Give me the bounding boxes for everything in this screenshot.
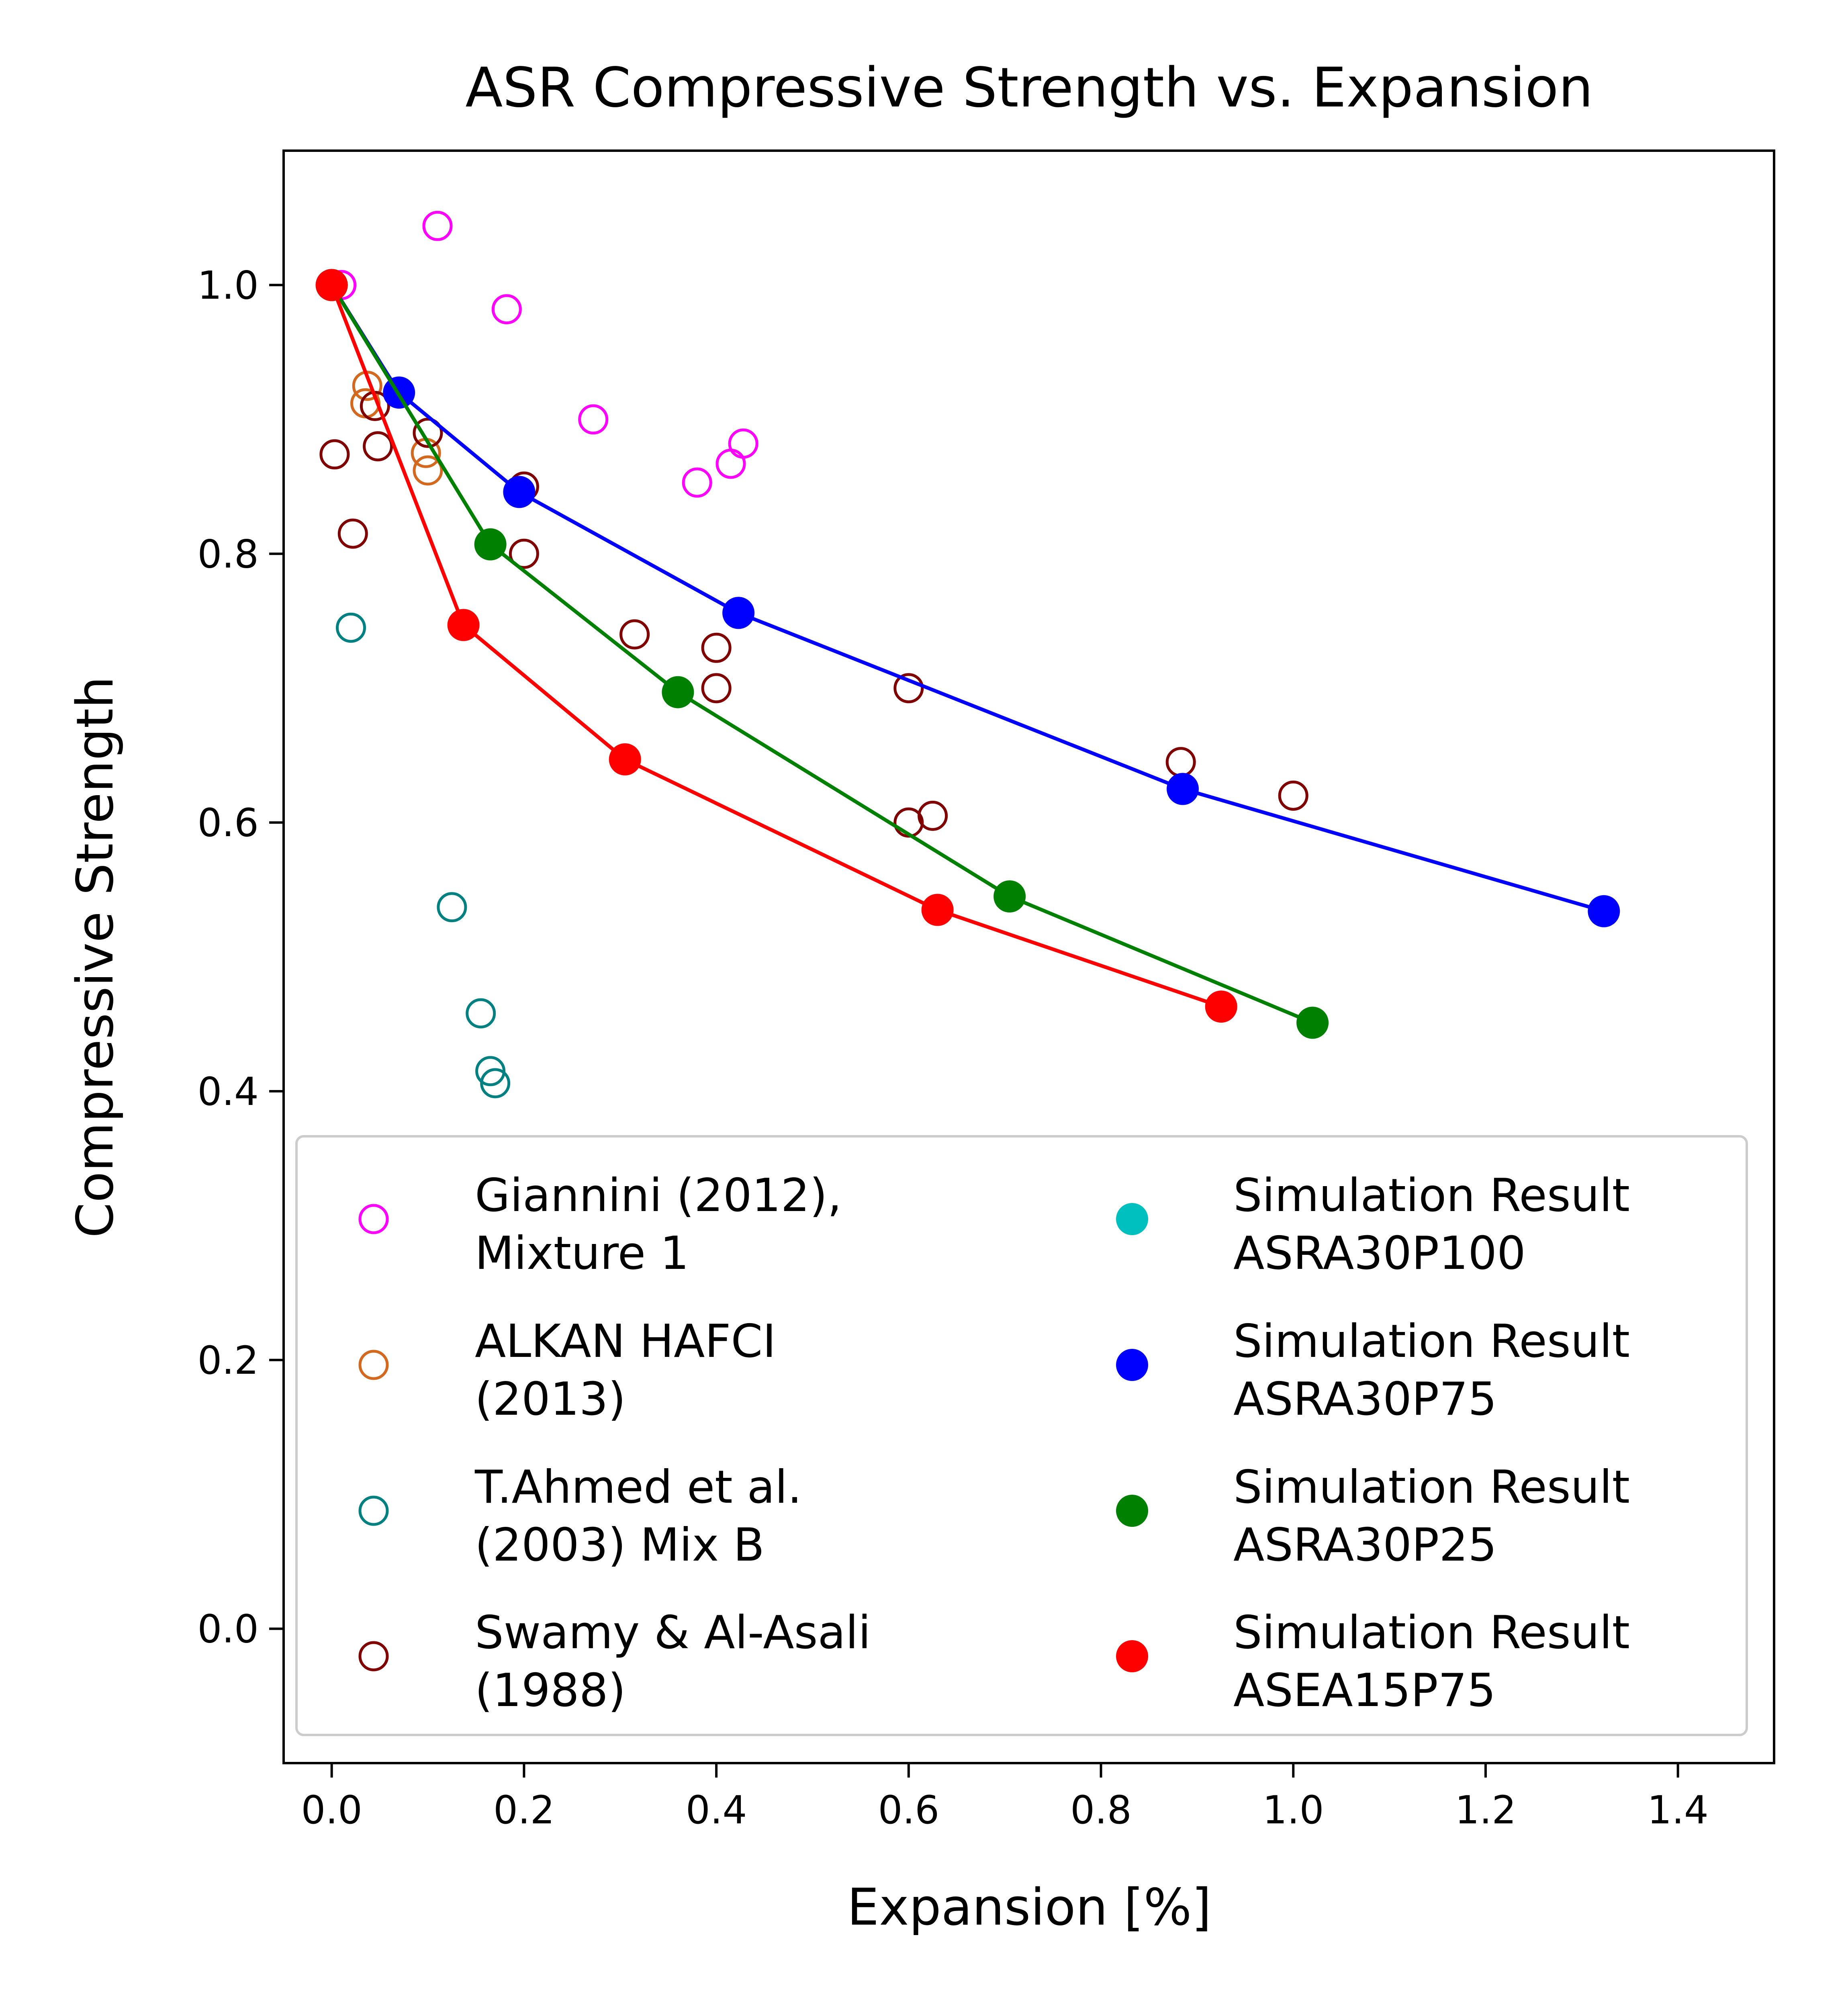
data-point — [474, 528, 507, 561]
y-tick-label: 0.6 — [197, 800, 259, 845]
legend-label: (2013) — [475, 1373, 626, 1426]
x-tick-label: 1.0 — [1263, 1788, 1324, 1833]
y-tick-label: 0.4 — [197, 1069, 259, 1114]
data-point — [918, 800, 948, 831]
legend-marker — [358, 1641, 389, 1671]
data-point — [466, 998, 496, 1029]
legend-label: (2003) Mix B — [475, 1518, 765, 1571]
x-axis-label: Expansion [%] — [847, 1878, 1212, 1937]
data-point — [319, 439, 350, 470]
x-tick-label: 1.2 — [1455, 1788, 1517, 1833]
y-tick-label: 0.0 — [197, 1607, 259, 1652]
legend-label: ASRA30P75 — [1233, 1373, 1497, 1426]
legend-label: ASEA15P75 — [1233, 1664, 1496, 1717]
legend-marker — [1116, 1640, 1148, 1672]
legend-entry-giannini-2012-mixture-1: Giannini (2012),Mixture 1 — [358, 1169, 842, 1280]
legend: Giannini (2012),Mixture 1 ALKAN HAFCI(201… — [295, 1135, 1748, 1736]
data-point — [491, 294, 522, 325]
legend-label: Mixture 1 — [475, 1227, 689, 1280]
legend-marker — [1116, 1495, 1148, 1527]
data-point — [1167, 773, 1199, 805]
legend-marker — [358, 1350, 389, 1380]
legend-label: ALKAN HAFCI — [475, 1315, 776, 1368]
x-tick-label: 0.6 — [878, 1788, 939, 1833]
legend-label: Simulation Result — [1233, 1169, 1630, 1222]
data-point — [701, 673, 732, 704]
x-tick-label: 0.2 — [493, 1788, 555, 1833]
y-axis: 0.0 0.2 0.4 0.6 0.8 1.0 — [197, 263, 284, 1652]
data-point — [422, 211, 453, 241]
legend-label: Simulation Result — [1233, 1315, 1630, 1368]
data-point — [480, 1068, 511, 1099]
data-point — [413, 417, 443, 448]
y-axis-label: Compressive Strength — [65, 676, 125, 1238]
data-point — [1588, 895, 1620, 927]
series-t-ahmed-et-al-2003-mix-b — [336, 612, 511, 1099]
legend-marker — [1116, 1203, 1148, 1235]
plot-frame — [282, 149, 1775, 1764]
data-point — [728, 428, 758, 459]
data-point — [893, 673, 924, 704]
data-point — [578, 404, 609, 435]
data-point — [609, 743, 641, 775]
legend-marker — [358, 1495, 389, 1526]
data-point — [619, 619, 650, 650]
x-axis: 0.0 0.2 0.4 0.6 0.8 1.0 1.2 1.4 — [301, 1763, 1709, 1833]
y-tick-label: 0.8 — [197, 532, 259, 577]
data-point — [1205, 990, 1237, 1023]
x-tick-label: 1.4 — [1647, 1788, 1709, 1833]
legend-label: ASRA30P25 — [1233, 1518, 1497, 1571]
series-simulation-result-asea15p75 — [315, 269, 1237, 1023]
legend-label: ASRA30P100 — [1233, 1227, 1526, 1280]
legend-label: Giannini (2012), — [475, 1169, 842, 1222]
legend-marker — [358, 1204, 389, 1234]
data-point — [447, 609, 480, 641]
y-tick-label: 0.2 — [197, 1338, 259, 1383]
data-point — [921, 894, 954, 926]
legend-label: Simulation Result — [1233, 1606, 1630, 1659]
legend-label: T.Ahmed et al. — [474, 1461, 802, 1514]
data-point — [315, 269, 348, 301]
legend-entry-swamy-al-asali-1988: Swamy & Al-Asali(1988) — [358, 1606, 871, 1717]
data-point — [1296, 1007, 1329, 1039]
plot-marks — [315, 211, 1620, 1099]
data-point — [509, 538, 539, 569]
data-point — [363, 431, 393, 462]
legend-marker — [1116, 1349, 1148, 1381]
x-tick-label: 0.4 — [686, 1788, 747, 1833]
chart-title: ASR Compressive Strength vs. Expansion — [465, 56, 1593, 120]
y-tick-label: 1.0 — [197, 263, 259, 308]
legend-label: Swamy & Al-Asali — [475, 1606, 871, 1659]
x-tick-label: 0.8 — [1070, 1788, 1132, 1833]
series-swamy-al-asali-1988 — [319, 391, 1308, 838]
data-point — [701, 632, 732, 663]
legend-label: Simulation Result — [1233, 1461, 1630, 1514]
data-point — [437, 892, 467, 923]
data-point — [1278, 780, 1308, 811]
data-point — [682, 467, 712, 498]
data-point — [722, 597, 755, 629]
data-point — [503, 476, 536, 508]
data-point — [994, 880, 1026, 912]
data-point — [336, 612, 366, 643]
legend-label: (1988) — [475, 1664, 626, 1717]
series-simulation-result-asra30p25 — [315, 269, 1329, 1039]
legend-entry-t-ahmed-et-al-2003-mix-b: T.Ahmed et al.(2003) Mix B — [358, 1461, 802, 1571]
x-tick-label: 0.0 — [301, 1788, 362, 1833]
data-point — [662, 676, 694, 708]
data-point — [337, 518, 368, 549]
legend-frame — [295, 1135, 1748, 1736]
data-point — [413, 455, 443, 486]
legend-entry-alkan-hafci-2013: ALKAN HAFCI(2013) — [358, 1315, 776, 1426]
